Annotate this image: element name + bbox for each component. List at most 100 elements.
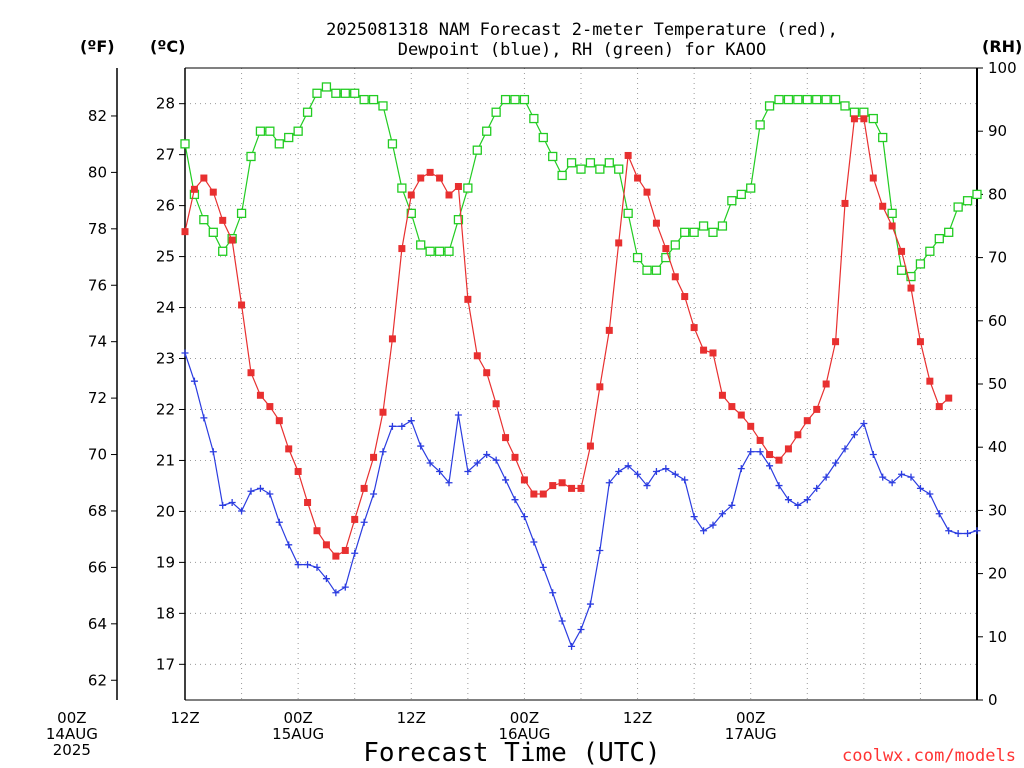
dewpoint-point	[370, 490, 378, 498]
fahrenheit-axis-unit: (ºF)	[80, 37, 115, 56]
rh-point	[680, 227, 690, 237]
dewpoint-point	[294, 561, 302, 569]
axes	[116, 67, 978, 701]
temperature-point	[483, 369, 491, 377]
rh-axis-unit: (RH)	[982, 37, 1022, 56]
dewpoint-point	[794, 501, 802, 509]
rh-point	[444, 246, 454, 256]
temperature-point	[888, 222, 896, 230]
dewpoint-point	[200, 414, 208, 422]
rh-point	[698, 221, 709, 231]
celsius-tick-label: 28	[156, 95, 175, 113]
celsius-tick-label: 25	[156, 248, 175, 266]
dewpoint-point	[285, 541, 293, 549]
temperature-point	[322, 541, 330, 549]
temperature-point	[454, 183, 462, 190]
celsius-tick-label: 20	[156, 502, 175, 520]
rh-point	[896, 265, 907, 275]
rh-point	[614, 164, 624, 174]
dewpoint-point	[238, 507, 246, 515]
temperature-point	[502, 434, 510, 442]
temperature-line	[184, 118, 950, 557]
temperature-point	[266, 403, 274, 411]
temperature-point	[850, 115, 858, 123]
rh-point	[199, 215, 209, 225]
temperature-point	[662, 245, 670, 253]
dewpoint-point	[973, 527, 981, 535]
celsius-tick-label: 18	[156, 604, 175, 622]
rh-point	[265, 126, 275, 136]
rh-point	[397, 183, 407, 193]
rh-tick-label: 100	[988, 59, 1017, 77]
dewpoint-point	[624, 462, 632, 470]
temperature-point	[181, 228, 189, 236]
rh-tick-label: 90	[988, 122, 1007, 140]
dewpoint-point	[586, 600, 594, 608]
dewpoint-point	[341, 583, 349, 591]
rh-tick-label: 0	[988, 691, 998, 709]
dewpoint-point	[926, 490, 934, 498]
rh-point	[557, 170, 567, 181]
rh-point	[482, 126, 492, 136]
temperature-point	[190, 185, 198, 193]
dewpoint-point	[426, 459, 434, 467]
x-tick-label: 2025	[53, 741, 91, 759]
dewpoint-point	[577, 625, 585, 633]
rh-point	[218, 246, 228, 256]
rh-point	[246, 151, 256, 162]
fahrenheit-tick-label: 74	[88, 333, 107, 351]
dewpoint-point	[766, 462, 774, 470]
dewpoint-point	[454, 411, 462, 419]
rh-tick-label: 30	[988, 501, 1007, 519]
dewpoint-point	[464, 467, 472, 475]
dewpoint-point	[775, 482, 783, 490]
rh-point	[934, 233, 944, 244]
temperature-point	[388, 335, 396, 343]
fahrenheit-tick-label: 78	[88, 220, 107, 238]
temperature-point	[530, 490, 538, 498]
rh-point	[585, 158, 596, 168]
rh-point	[576, 164, 586, 174]
rh-point	[510, 94, 520, 105]
rh-point	[312, 88, 322, 98]
temperature-point	[228, 236, 236, 244]
rh-point	[859, 107, 869, 117]
rh-point	[962, 196, 973, 206]
temperature-point	[558, 479, 566, 487]
dewpoint-point	[860, 420, 868, 427]
x-tick-label: 00Z	[283, 709, 312, 727]
dewpoint-point	[813, 484, 821, 492]
rh-point	[953, 202, 963, 212]
dewpoint-point	[209, 448, 217, 456]
dewpoint-point	[841, 445, 849, 453]
watermark: coolwx.com/models	[842, 746, 1016, 766]
dewpoint-point	[634, 470, 642, 478]
dewpoint-point	[747, 448, 755, 456]
dewpoint-point	[256, 484, 264, 492]
temperature-point	[275, 417, 283, 425]
temperature-point	[341, 546, 349, 554]
celsius-tick-label: 27	[156, 146, 175, 164]
dewpoint-point	[832, 459, 840, 467]
dewpoint-point	[709, 521, 717, 529]
rh-point	[821, 94, 831, 105]
temperature-point	[841, 199, 849, 207]
dewpoint-point	[954, 530, 962, 538]
temperature-point	[238, 301, 246, 309]
temperature-point	[926, 377, 934, 385]
rh-point	[500, 94, 511, 105]
temperature-point	[520, 476, 528, 484]
dewpoint-point	[511, 496, 519, 504]
grid-lines	[184, 68, 978, 700]
rh-point	[840, 101, 850, 111]
rh-point	[293, 126, 303, 136]
rh-point	[915, 259, 926, 269]
rh-point	[812, 94, 822, 105]
dewpoint-point	[643, 482, 651, 490]
rh-point	[623, 208, 633, 219]
rh-point	[793, 94, 803, 105]
dewpoint-line	[184, 352, 978, 648]
temperature-point	[605, 326, 613, 334]
temperature-point	[200, 174, 208, 182]
rh-point	[708, 227, 718, 237]
